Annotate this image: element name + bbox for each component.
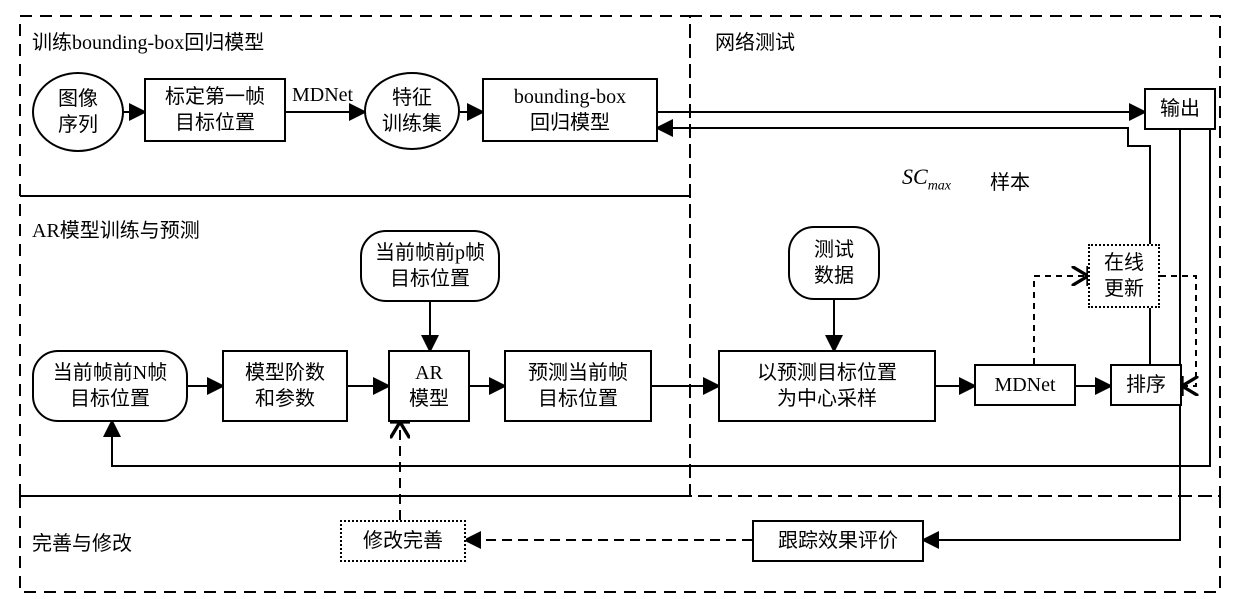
node-n7: 当前帧前p帧 目标位置 [360,230,500,302]
region-title-r4: 完善与修改 [32,527,132,556]
node-n2: 标定第一帧 目标位置 [144,78,286,142]
node-label-n6: 模型阶数 和参数 [245,360,325,412]
node-label-n1: 图像 序列 [58,86,98,138]
node-label-n2: 标定第一帧 目标位置 [165,84,265,136]
label-l1: MDNet [292,84,353,107]
node-label-n16: 修改完善 [363,528,443,554]
region-title-r3: AR模型训练与预测 [32,214,200,243]
label-l2: SCmax [902,164,951,194]
node-n4: bounding-box 回归模型 [482,78,658,142]
node-label-n4: bounding-box 回归模型 [514,84,626,136]
node-label-n13: 在线 更新 [1104,250,1144,302]
node-n9: 预测当前帧 目标位置 [504,350,652,422]
node-n5: 当前帧前N帧 目标位置 [32,350,188,422]
node-label-n8: AR 模型 [409,360,449,412]
node-label-n3: 特征 训练集 [382,85,442,137]
region-r4 [20,496,1220,592]
edge-e16 [924,130,1180,540]
node-n10: 测试 数据 [788,226,880,300]
node-label-n15: 输出 [1160,96,1200,122]
node-n16: 修改完善 [340,520,466,562]
node-n17: 跟踪效果评价 [752,520,924,562]
node-label-n17: 跟踪效果评价 [778,528,898,554]
node-n6: 模型阶数 和参数 [222,350,348,422]
node-label-n14: 排序 [1126,372,1166,398]
node-label-n7: 当前帧前p帧 目标位置 [375,240,485,292]
node-n1: 图像 序列 [32,72,124,152]
region-title-r1: 训练bounding-box回归模型 [32,26,264,55]
node-n8: AR 模型 [388,350,470,422]
node-label-n10: 测试 数据 [814,237,854,289]
region-title-r2: 网络测试 [715,26,795,55]
node-label-n5: 当前帧前N帧 目标位置 [53,360,167,412]
node-n11: 以预测目标位置 为中心采样 [718,350,936,422]
node-label-n12: MDNet [994,372,1055,398]
node-n3: 特征 训练集 [364,72,460,150]
edge-e13 [1034,276,1088,364]
node-n15: 输出 [1144,88,1216,130]
node-label-n11: 以预测目标位置 为中心采样 [757,360,897,412]
node-n13: 在线 更新 [1088,244,1160,308]
node-label-n9: 预测当前帧 目标位置 [528,360,628,412]
node-n12: MDNet [974,364,1076,406]
label-l3: 样本 [990,166,1030,195]
node-n14: 排序 [1110,364,1182,406]
